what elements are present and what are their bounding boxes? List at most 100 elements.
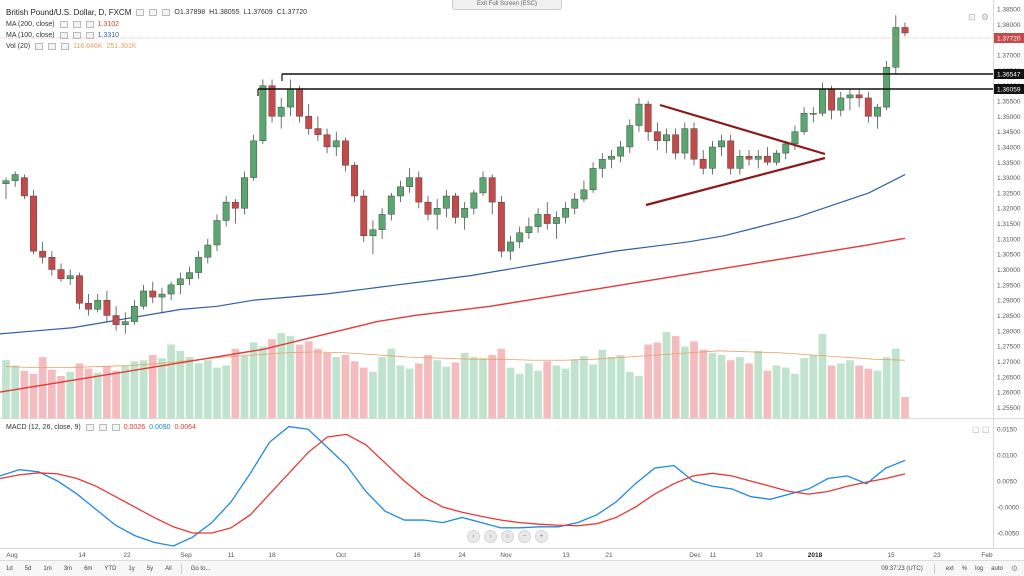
volume-bar (570, 359, 579, 418)
volume-bar (323, 352, 331, 418)
macd-eye-icon[interactable] (85, 424, 94, 431)
timeframe-1m[interactable]: 1m (43, 565, 52, 572)
volume-bar (442, 366, 451, 418)
legend-settings-icon[interactable] (149, 9, 158, 16)
candle-up (874, 106, 881, 117)
candle-up (571, 198, 579, 209)
date-tick-label: Sep (180, 552, 192, 559)
ma200-legend: MA (200, close) 1.3102 (6, 21, 119, 28)
ma200-gear-icon[interactable] (72, 21, 81, 28)
timeframe-ytd[interactable]: YTD (104, 565, 117, 572)
macd-close-icon[interactable] (111, 424, 120, 431)
price-tick-label: 1.31000 (997, 236, 1021, 243)
scroll-right-button[interactable]: › (484, 530, 497, 543)
volume-bar (295, 344, 304, 418)
legend-close-icon[interactable] (162, 9, 171, 16)
settings-gear-icon[interactable]: ⚙ (1010, 564, 1018, 573)
ma100-gear-icon[interactable] (72, 32, 81, 39)
auto-toggle[interactable]: auto (991, 565, 1003, 572)
level-1-label: 1.36547 (997, 72, 1021, 79)
time-display[interactable]: 09:37:23 (UTC) (881, 565, 923, 572)
date-tick-label: Feb (981, 552, 993, 559)
price-axis[interactable]: 1.385001.380001.375001.370001.365001.360… (997, 7, 1021, 412)
price-chart[interactable]: 1.385001.380001.375001.370001.365001.360… (0, 0, 1024, 560)
ma100-close-icon[interactable] (85, 32, 94, 39)
macd-value-2: 0.0090 (149, 424, 171, 431)
timeframe-6m[interactable]: 6m (84, 565, 93, 572)
date-tick-label: 19 (755, 552, 763, 559)
scroll-left-button[interactable]: ‹ (467, 530, 480, 543)
chart-navigation: ‹ › ○ − + (467, 530, 548, 543)
vol-close-icon[interactable] (61, 43, 70, 50)
exit-fullscreen-button[interactable]: Exit Full Screen (ESC) (452, 0, 562, 10)
volume-bar (405, 368, 414, 418)
price-tick-label: 1.28000 (997, 328, 1021, 335)
volume-bar (836, 363, 845, 418)
chart-settings-icon[interactable]: ⚙ (981, 12, 989, 22)
timeframe-5y[interactable]: 5y (146, 565, 154, 572)
ma100-eye-icon[interactable] (59, 32, 68, 39)
volume-bar (800, 358, 808, 418)
volume-bar (864, 368, 873, 418)
timeframe-5d[interactable]: 5d (24, 565, 32, 572)
vol-label: Vol (20) (6, 43, 31, 50)
candle-up (131, 306, 138, 322)
volume-bar (736, 357, 744, 418)
pane-buttons[interactable]: ⊡ ⚙ ▢ ▢ (968, 12, 990, 434)
candle-down (901, 27, 909, 34)
volume-bar (103, 366, 111, 418)
candle-up (791, 131, 799, 145)
volume-bar (304, 341, 313, 418)
reset-chart-button[interactable]: ○ (501, 530, 514, 543)
candle-down (415, 177, 423, 203)
symbol-title: British Pound/U.S. Dollar, D, FXCM (6, 8, 132, 17)
candle-down (231, 201, 239, 209)
triangle-lower-line[interactable] (645, 156, 826, 207)
percent-toggle[interactable]: % (961, 565, 968, 572)
ma200-eye-icon[interactable] (59, 21, 68, 28)
ma200-close-icon[interactable] (85, 21, 94, 28)
candle-up (534, 214, 542, 227)
zoom-out-button[interactable]: − (518, 530, 531, 543)
vol-value-2: 251.301K (106, 43, 137, 50)
candle-down (39, 250, 47, 258)
timeframe-1d[interactable]: 1d (6, 565, 13, 572)
volume-bar (112, 370, 120, 418)
ext-toggle[interactable]: ext (945, 565, 954, 572)
timeframe-3m[interactable]: 3m (63, 565, 73, 572)
macd-pane-collapse-icon[interactable]: ▢ (982, 425, 990, 434)
drawings[interactable] (257, 73, 993, 207)
candle-up (507, 241, 514, 252)
date-axis[interactable]: Aug 14 22 Sep 11 18 Oct 16 24 Nov 13 21 Dec 11 19 2018 1… (6, 552, 993, 559)
vol-gear-icon[interactable] (48, 43, 57, 50)
zoom-in-button[interactable]: + (535, 530, 548, 543)
price-tick-label: 1.31500 (997, 221, 1021, 228)
screenshot-icon[interactable]: ⊡ (968, 12, 976, 22)
volume-bar (506, 367, 515, 418)
candle-up (736, 155, 744, 169)
date-tick-label: 21 (605, 552, 613, 559)
vol-eye-icon[interactable] (35, 43, 44, 50)
macd-gear-icon[interactable] (98, 424, 107, 431)
moving-averages (0, 173, 906, 393)
macd-axis[interactable]: 0.0150 0.0100 0.0050 -0.0000 -0.0050 (997, 427, 1019, 538)
volume-bar (882, 357, 891, 418)
go-to-button[interactable]: Go to... (190, 565, 211, 572)
timeframe-1y[interactable]: 1y (128, 565, 135, 572)
candle-down (75, 275, 83, 304)
timeframe-all[interactable]: All (165, 565, 172, 572)
candle-down (763, 155, 771, 163)
triangle-upper-line[interactable] (659, 103, 826, 156)
candle-down (543, 214, 551, 224)
price-tick-label: 1.29000 (997, 298, 1021, 305)
candle-up (442, 195, 450, 209)
macd-tick-label: 0.0100 (997, 453, 1017, 460)
macd-pane-maximize-icon[interactable]: ▢ (972, 425, 980, 434)
volume-bar (818, 334, 827, 418)
date-tick-label: 18 (268, 552, 276, 559)
candle-up (626, 125, 634, 148)
legend-toggle-icon[interactable] (136, 9, 145, 16)
level-2-label: 1.36059 (997, 87, 1021, 94)
log-toggle[interactable]: log (975, 565, 984, 572)
